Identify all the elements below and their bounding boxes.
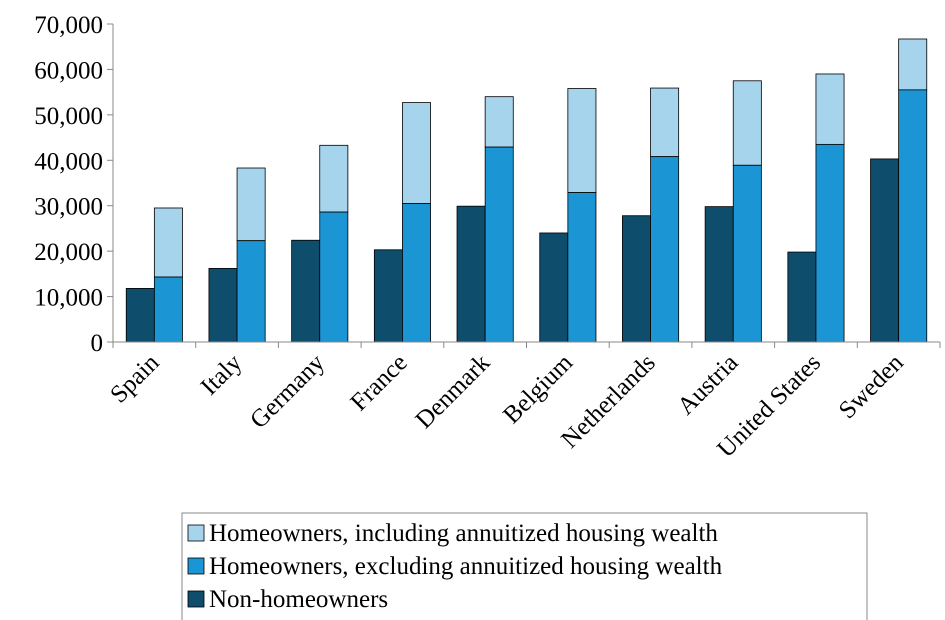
bar-homeowners-incl-france bbox=[402, 102, 431, 204]
category-label-austria: Austria bbox=[672, 349, 743, 420]
bar-homeowners-excl-netherlands bbox=[650, 156, 680, 343]
bar-homeowners-excl-germany bbox=[319, 211, 349, 343]
bar-non-homeowners-austria bbox=[704, 206, 734, 343]
bar-non-homeowners-france bbox=[373, 249, 403, 343]
y-tick-label: 60,000 bbox=[34, 57, 103, 84]
bar-homeowners-incl-spain bbox=[153, 207, 183, 278]
category-label-france: France bbox=[345, 349, 412, 416]
bar-non-homeowners-italy bbox=[208, 268, 238, 343]
legend-swatch-homeowners-including-annuitized-housing-wealth bbox=[187, 524, 205, 542]
category-label-belgium: Belgium bbox=[498, 349, 578, 429]
bar-non-homeowners-denmark bbox=[456, 205, 486, 343]
y-tick-label: 50,000 bbox=[34, 103, 103, 130]
bar-homeowners-excl-italy bbox=[236, 240, 266, 343]
bar-homeowners-incl-sweden bbox=[898, 38, 928, 91]
bar-homeowners-incl-belgium bbox=[567, 88, 597, 193]
y-tick-label: 20,000 bbox=[34, 239, 103, 266]
bar-non-homeowners-spain bbox=[125, 287, 155, 343]
bar-homeowners-excl-sweden bbox=[898, 89, 928, 343]
category-label-spain: Spain bbox=[105, 349, 165, 409]
y-tick-label: 30,000 bbox=[34, 194, 103, 221]
legend: Homeowners, including annuitized housing… bbox=[181, 512, 868, 620]
legend-label-homeowners-excluding-annuitized-housing-wealth: Homeowners, excluding annuitized housing… bbox=[209, 553, 723, 580]
y-tick-label: 70,000 bbox=[34, 12, 103, 39]
bar-homeowners-excl-united-states bbox=[815, 143, 845, 343]
bar-non-homeowners-sweden bbox=[870, 158, 900, 343]
bar-homeowners-excl-belgium bbox=[567, 192, 597, 343]
legend-swatch-homeowners-excluding-annuitized-housing-wealth bbox=[187, 557, 205, 575]
bar-non-homeowners-belgium bbox=[539, 232, 569, 343]
bar-homeowners-excl-austria bbox=[732, 164, 762, 343]
bar-non-homeowners-germany bbox=[291, 239, 321, 343]
y-axis-ticks bbox=[107, 23, 113, 343]
bar-homeowners-excl-spain bbox=[153, 276, 183, 343]
category-label-sweden: Sweden bbox=[834, 349, 909, 424]
x-axis-ticks bbox=[112, 342, 941, 348]
bars bbox=[125, 38, 928, 343]
category-label-italy: Italy bbox=[196, 349, 248, 401]
y-axis-tick-labels: 0 10,000 20,000 30,000 40,000 50,000 60,000 70,… bbox=[34, 12, 103, 357]
bar-homeowners-incl-germany bbox=[319, 144, 349, 213]
bar-homeowners-incl-united-states bbox=[815, 73, 845, 145]
bar-homeowners-incl-italy bbox=[236, 167, 266, 242]
bar-homeowners-excl-france bbox=[402, 203, 431, 343]
y-tick-label: 10,000 bbox=[34, 285, 103, 312]
y-tick-label: 40,000 bbox=[34, 148, 103, 175]
bar-non-homeowners-united-states bbox=[787, 251, 817, 343]
bar-homeowners-incl-netherlands bbox=[650, 87, 680, 158]
bar-homeowners-incl-denmark bbox=[484, 96, 514, 148]
legend-swatch-non-homeowners bbox=[187, 590, 205, 608]
bar-non-homeowners-netherlands bbox=[622, 215, 651, 343]
bar-homeowners-excl-denmark bbox=[484, 146, 514, 343]
legend-label-non-homeowners: Non-homeowners bbox=[209, 586, 388, 613]
y-tick-label: 0 bbox=[91, 330, 104, 357]
category-label-germany: Germany bbox=[245, 349, 330, 434]
category-label-denmark: Denmark bbox=[411, 349, 496, 434]
legend-label-homeowners-including-annuitized-housing-wealth: Homeowners, including annuitized housing… bbox=[209, 520, 718, 547]
legend-box bbox=[181, 512, 868, 620]
bar-homeowners-incl-austria bbox=[732, 80, 762, 166]
